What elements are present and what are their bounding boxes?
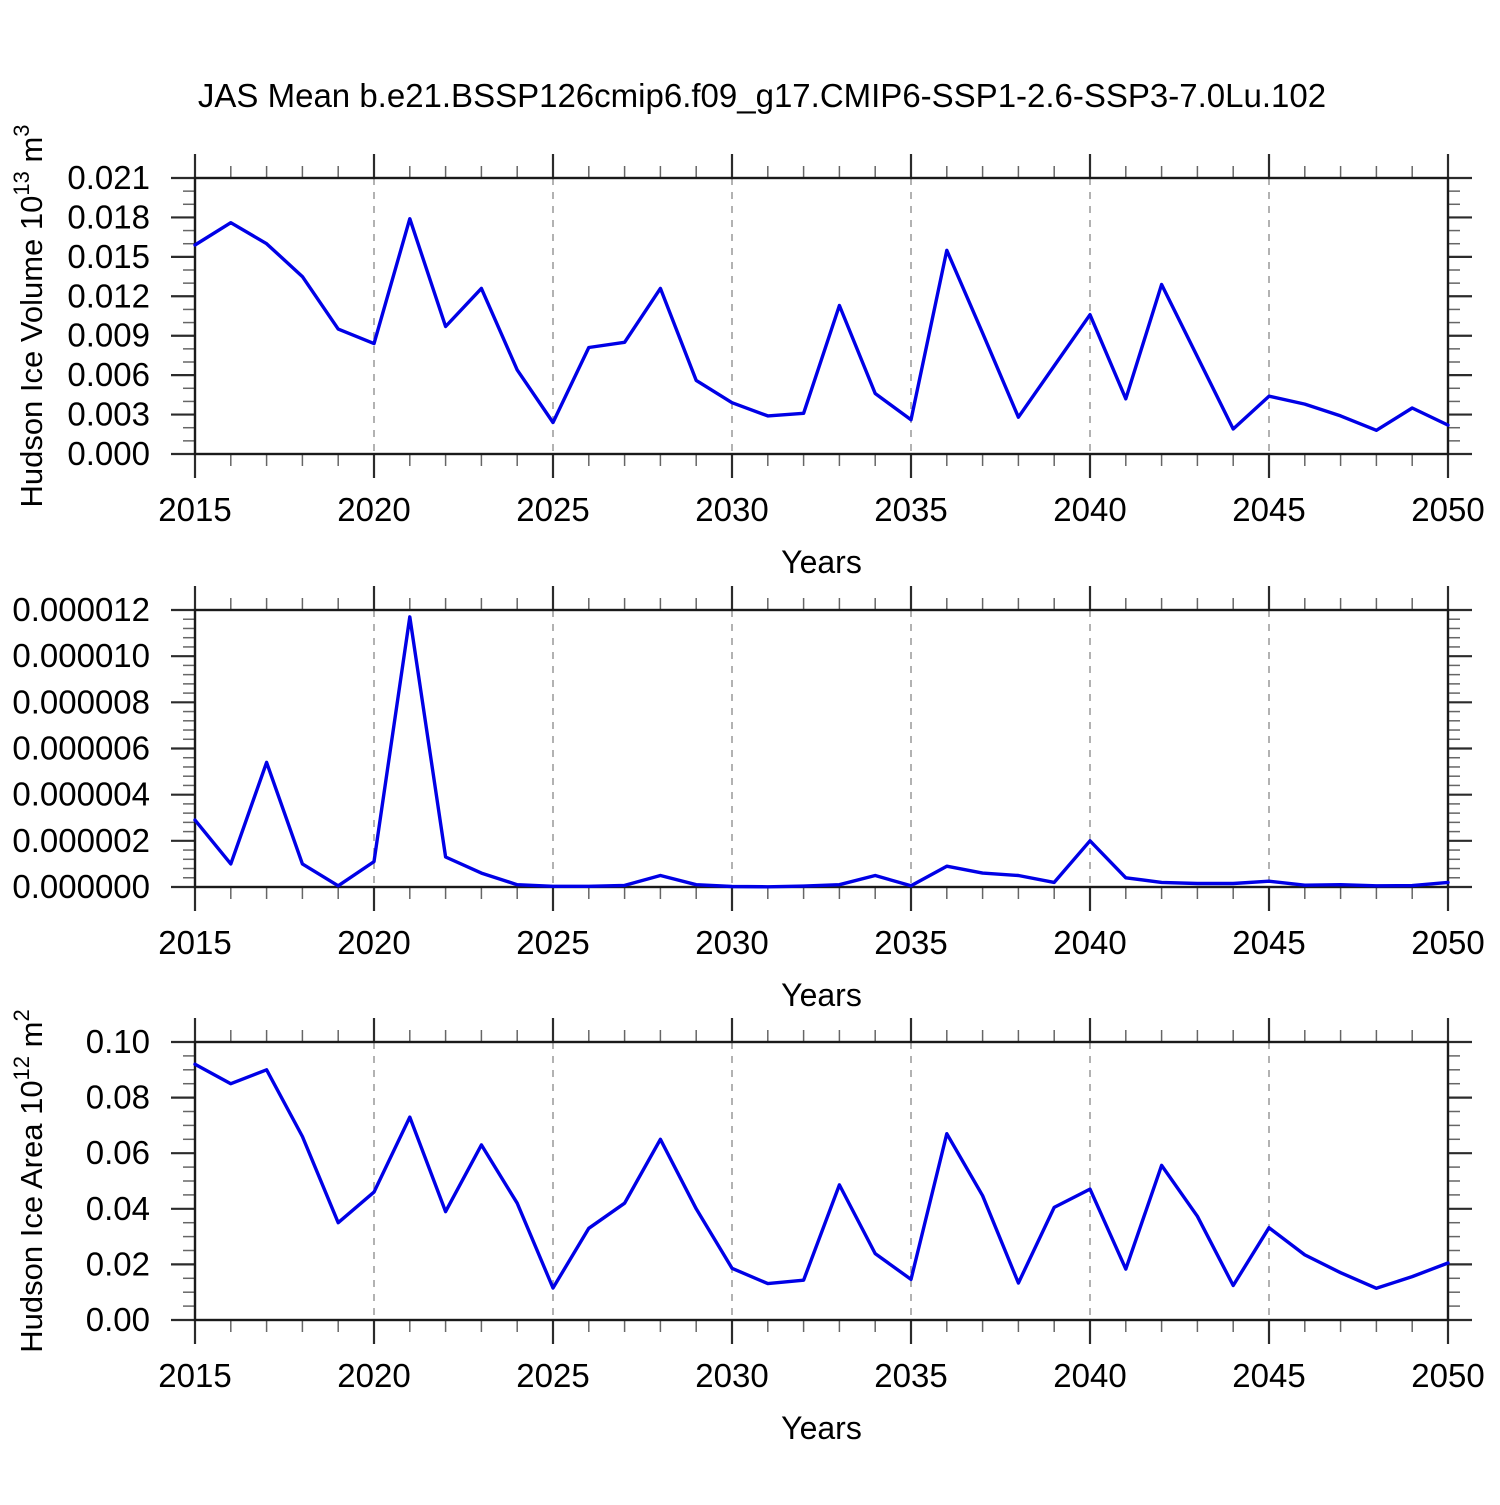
y-tick-label: 0.10	[86, 1023, 150, 1060]
x-tick-label: 2040	[1053, 924, 1126, 961]
dashed-gridlines	[373, 178, 1270, 454]
x-tick-labels: 2015 2020 2025 2030 2035 2040 2045 2050	[158, 1357, 1484, 1394]
y-tick-label: 0.000	[67, 435, 150, 472]
y-tick-label: 0.000008	[12, 683, 150, 720]
x-tick-label: 2045	[1232, 491, 1305, 528]
hudson-ice-area-series-line	[193, 1062, 1450, 1291]
x-tick-label: 2050	[1411, 1357, 1484, 1394]
x-tick-label: 2035	[874, 1357, 947, 1394]
y-tick-label: 0.000000	[12, 868, 150, 905]
y-tick-label: 0.04	[86, 1190, 150, 1227]
y-tick-label: 0.009	[67, 317, 150, 354]
y-tick-label: 0.02	[86, 1245, 150, 1282]
y-tick-label: 0.003	[67, 396, 150, 433]
y-tick-label: 0.000010	[12, 637, 150, 674]
y-tick-label: 0.08	[86, 1079, 150, 1116]
plot-frame	[193, 608, 1450, 889]
panel-hudson-ice-area: 0.00 0.02 0.04 0.06 0.08 0.10 2015 2020 2025 2030…	[9, 1009, 1485, 1446]
panels-container: 0.0000.0030.0060.0090.0120.0150.0180.021…	[9, 124, 1485, 1446]
x-tick-label: 2015	[158, 1357, 231, 1394]
y-tick-labels: 0.000000 0.000002 0.000004 0.000006 0.000008…	[12, 591, 150, 905]
hudson-ice-volume-series-line	[193, 216, 1450, 432]
x-tick-label: 2025	[516, 491, 589, 528]
x-axis-title: Years	[781, 544, 862, 580]
x-tick-label: 2035	[874, 924, 947, 961]
x-tick-label: 2020	[337, 1357, 410, 1394]
x-tick-label: 2030	[695, 491, 768, 528]
x-tick-label: 2020	[337, 491, 410, 528]
y-tick-label: 0.000012	[12, 591, 150, 628]
y-tick-label: 0.00	[86, 1301, 150, 1338]
x-tick-labels: 2015 2020 2025 2030 2035 2040 2045 2050	[158, 491, 1484, 528]
y-tick-label: 0.06	[86, 1134, 150, 1171]
x-tick-label: 2015	[158, 924, 231, 961]
x-tick-label: 2040	[1053, 1357, 1126, 1394]
y-tick-label: 0.021	[67, 159, 150, 196]
x-tick-label: 2045	[1232, 924, 1305, 961]
y-tick-label: 0.006	[67, 356, 150, 393]
x-tick-labels: 2015 2020 2025 2030 2035 2040 2045 2050	[158, 924, 1484, 961]
y-axis-title: Hudson Ice Volume 1013 m3	[9, 124, 49, 507]
x-axis-title: Years	[781, 977, 862, 1013]
x-tick-label: 2025	[516, 924, 589, 961]
x-tick-label: 2050	[1411, 924, 1484, 961]
x-axis-title: Years	[781, 1410, 862, 1446]
y-tick-label: 0.018	[67, 198, 150, 235]
axis-ticks	[171, 586, 1472, 911]
dashed-gridlines	[373, 610, 1270, 887]
y-axis-title: Hudson Ice Area 1012 m2	[9, 1009, 49, 1352]
middle-series-series-line	[193, 615, 1450, 889]
plot-frame	[193, 176, 1450, 456]
y-tick-label: 0.012	[67, 277, 150, 314]
x-tick-label: 2015	[158, 491, 231, 528]
panel-hudson-ice-volume: 0.0000.0030.0060.0090.0120.0150.0180.021…	[9, 124, 1485, 580]
x-tick-label: 2035	[874, 491, 947, 528]
x-tick-label: 2020	[337, 924, 410, 961]
y-tick-label: 0.000002	[12, 822, 150, 859]
x-tick-label: 2045	[1232, 1357, 1305, 1394]
y-tick-label: 0.000004	[12, 776, 150, 813]
plot-frame	[193, 1040, 1450, 1322]
y-tick-label: 0.000006	[12, 730, 150, 767]
chart-title: JAS Mean b.e21.BSSP126cmip6.f09_g17.CMIP…	[198, 77, 1326, 114]
y-tick-label: 0.015	[67, 238, 150, 275]
axis-ticks	[171, 154, 1472, 478]
axis-ticks	[171, 1018, 1472, 1344]
dashed-gridlines	[373, 1042, 1270, 1320]
x-tick-label: 2030	[695, 924, 768, 961]
x-tick-label: 2050	[1411, 491, 1484, 528]
x-tick-label: 2040	[1053, 491, 1126, 528]
x-tick-label: 2030	[695, 1357, 768, 1394]
x-tick-label: 2025	[516, 1357, 589, 1394]
panel-middle-series: 0.000000 0.000002 0.000004 0.000006 0.000008…	[12, 586, 1485, 1013]
y-tick-labels: 0.00 0.02 0.04 0.06 0.08 0.10	[86, 1023, 150, 1338]
